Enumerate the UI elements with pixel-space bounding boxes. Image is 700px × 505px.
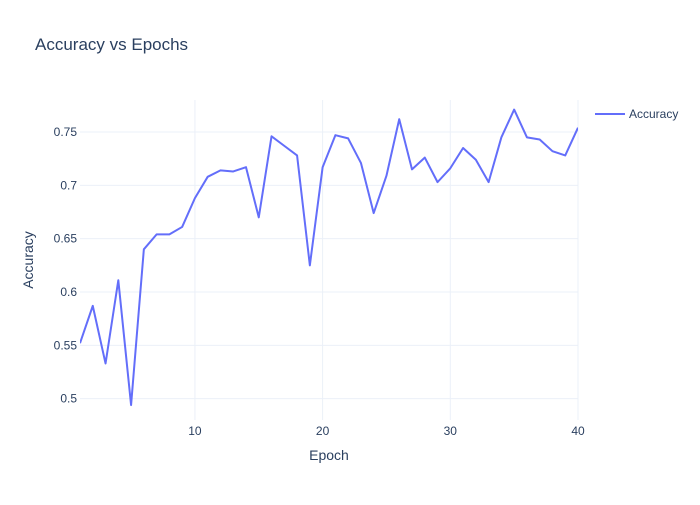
data-point[interactable] [358, 160, 364, 166]
data-point[interactable] [447, 165, 453, 171]
y-axis-ticks: 0.5 0.55 0.6 0.65 0.7 0.75 [54, 125, 78, 406]
data-point[interactable] [537, 136, 543, 142]
y-tick-label: 0.5 [60, 392, 77, 406]
data-point[interactable] [486, 179, 492, 185]
data-point[interactable] [115, 277, 121, 283]
x-tick-label: 10 [188, 424, 202, 438]
data-point[interactable] [383, 173, 389, 179]
x-tick-label: 30 [444, 424, 458, 438]
data-point[interactable] [243, 164, 249, 170]
y-tick-label: 0.75 [54, 125, 78, 139]
data-point[interactable] [575, 125, 581, 131]
data-point[interactable] [256, 214, 262, 220]
data-point[interactable] [320, 164, 326, 170]
data-point[interactable] [473, 157, 479, 163]
chart-title: Accuracy vs Epochs [35, 35, 188, 54]
x-axis-title: Epoch [309, 447, 349, 463]
data-point[interactable] [103, 360, 109, 366]
data-point[interactable] [549, 148, 555, 154]
data-point[interactable] [345, 135, 351, 141]
data-point[interactable] [269, 133, 275, 139]
data-point[interactable] [166, 231, 172, 237]
data-point[interactable] [422, 155, 428, 161]
series-line-accuracy[interactable] [80, 108, 578, 407]
y-tick-label: 0.6 [60, 285, 77, 299]
data-point[interactable] [396, 116, 402, 122]
data-point[interactable] [141, 246, 147, 252]
data-point[interactable] [230, 168, 236, 174]
data-point[interactable] [435, 179, 441, 185]
x-tick-label: 20 [316, 424, 330, 438]
data-point[interactable] [409, 166, 415, 172]
data-point[interactable] [217, 167, 223, 173]
legend[interactable]: Accuracy [595, 107, 678, 121]
data-point[interactable] [77, 340, 83, 346]
data-point[interactable] [511, 107, 517, 113]
data-point[interactable] [192, 195, 198, 201]
data-point[interactable] [294, 152, 300, 158]
data-point[interactable] [281, 143, 287, 149]
data-point[interactable] [371, 210, 377, 216]
data-point[interactable] [128, 402, 134, 408]
data-point[interactable] [562, 152, 568, 158]
y-tick-label: 0.65 [54, 232, 78, 246]
grid [80, 100, 579, 420]
y-tick-label: 0.55 [54, 338, 78, 352]
data-point[interactable] [90, 303, 96, 309]
y-tick-label: 0.7 [60, 178, 77, 192]
data-point[interactable] [154, 231, 160, 237]
x-axis-ticks: 10 20 30 40 [188, 424, 585, 438]
data-point[interactable] [332, 132, 338, 138]
x-tick-label: 40 [571, 424, 585, 438]
plot-background [80, 100, 578, 420]
data-point[interactable] [498, 134, 504, 140]
data-point[interactable] [205, 174, 211, 180]
data-point[interactable] [524, 134, 530, 140]
series-layer [77, 107, 581, 408]
data-point[interactable] [307, 262, 313, 268]
data-point[interactable] [460, 145, 466, 151]
y-axis-title: Accuracy [20, 231, 36, 289]
data-point[interactable] [179, 224, 185, 230]
legend-label-accuracy: Accuracy [629, 107, 678, 121]
